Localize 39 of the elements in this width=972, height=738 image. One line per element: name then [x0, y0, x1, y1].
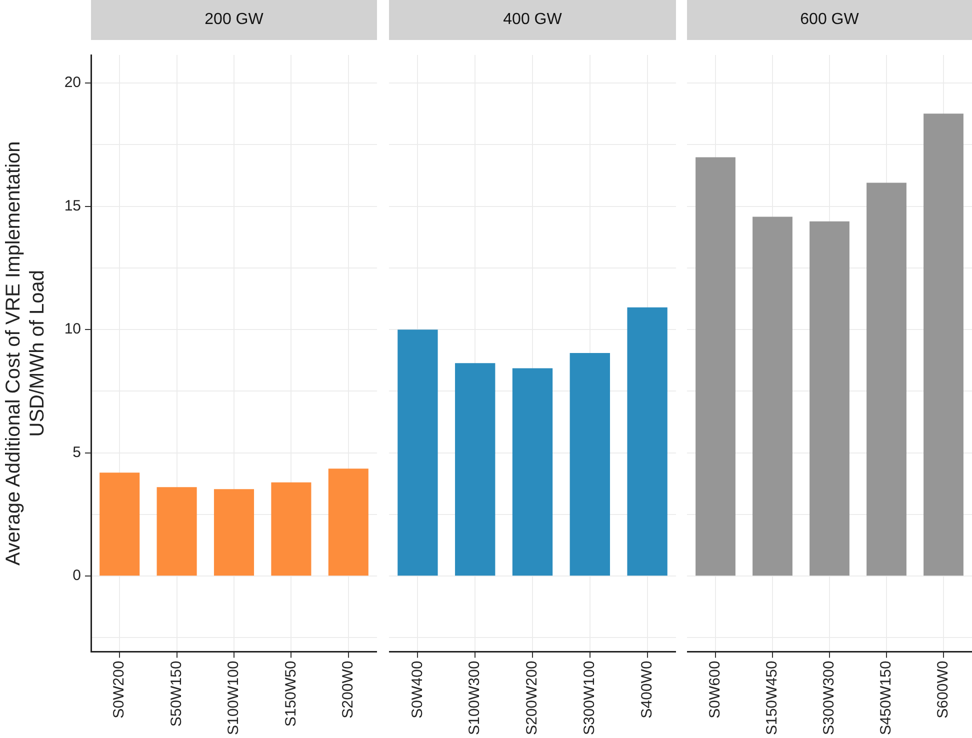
chart-title: 200 GW [91, 0, 377, 40]
bar [752, 216, 792, 576]
x-tick-label: S300W300 [820, 660, 838, 735]
x-tick-label: S400W0 [638, 660, 656, 718]
bar [696, 157, 736, 576]
y-tick-label: 15 [64, 197, 81, 214]
x-tick-label: S450W150 [878, 660, 895, 735]
y-tick-label: 0 [72, 567, 81, 584]
x-tick-label: S200W0 [340, 660, 357, 718]
x-tick-label: S50W150 [168, 660, 185, 727]
x-tick-label: S0W600 [706, 660, 724, 718]
y-tick-label: 10 [64, 320, 81, 338]
bar [570, 353, 610, 576]
x-tick-label: S300W100 [581, 660, 598, 735]
bar [455, 363, 496, 576]
bar [214, 489, 254, 576]
x-tick-label: S0W400 [408, 660, 426, 718]
bar [156, 487, 197, 576]
x-tick-label: S150W450 [764, 660, 781, 735]
chart-title: 600 GW [687, 0, 972, 40]
bar [627, 307, 668, 576]
x-tick-label: S100W300 [466, 660, 484, 735]
x-tick-label: S100W100 [225, 660, 242, 735]
x-tick-label: S0W200 [110, 660, 128, 718]
x-tick-label: S150W50 [282, 660, 300, 727]
x-tick-label: S600W0 [934, 660, 952, 718]
bar [866, 182, 906, 576]
bar [924, 114, 964, 576]
y-tick-label: 20 [64, 74, 81, 92]
bar [271, 482, 312, 576]
bar [810, 221, 850, 576]
chart-title: 400 GW [389, 0, 676, 40]
bar [398, 330, 438, 576]
y-tick-label: 5 [72, 444, 81, 461]
bar [328, 468, 368, 576]
bar [100, 472, 140, 576]
bar [512, 368, 553, 576]
x-tick-label: S200W200 [524, 660, 541, 735]
y-axis-title: Average Additional Cost of VRE Implementation USD/MWh of Load [2, 141, 49, 566]
